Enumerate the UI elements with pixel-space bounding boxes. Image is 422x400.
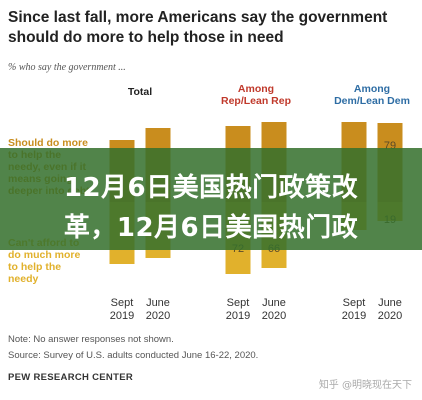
group-title: Rep/Lean Rep bbox=[221, 95, 291, 107]
chart-note: Note: No answer responses not shown. bbox=[8, 334, 174, 345]
overlay-line-2: 革，12月6日美国热门政 bbox=[63, 213, 359, 243]
x-tick-label: 2019 bbox=[342, 310, 366, 322]
chart-title: Since last fall, more Americans say the … bbox=[8, 9, 388, 46]
overlay-banner bbox=[0, 148, 422, 250]
group-title: Among bbox=[238, 83, 274, 95]
x-tick-label: 2020 bbox=[146, 310, 170, 322]
x-tick-label: 2020 bbox=[262, 310, 286, 322]
overlay-line-1: 12月6日美国热门政策改 bbox=[63, 173, 359, 203]
legend-cant-afford-label: do much more bbox=[8, 249, 81, 261]
legend-cant-afford-label: needy bbox=[8, 273, 39, 285]
publisher-credit: PEW RESEARCH CENTER bbox=[8, 372, 133, 383]
x-tick-label: June bbox=[378, 297, 402, 309]
group-title: Dem/Lean Dem bbox=[334, 95, 410, 107]
group-title: Among bbox=[354, 83, 390, 95]
watermark-text: 知乎 @明晓现在天下 bbox=[318, 380, 412, 391]
overlay-text: 12月6日美国热门政策改 革，12月6日美国热门政 bbox=[0, 168, 422, 248]
x-tick-label: June bbox=[146, 297, 170, 309]
legend-should-do-more-label: Should do more bbox=[8, 137, 88, 149]
group-title: Total bbox=[128, 86, 152, 98]
legend-cant-afford-label: to help the bbox=[8, 261, 61, 273]
x-tick-label: Sept bbox=[343, 297, 366, 309]
x-tick-label: Sept bbox=[111, 297, 134, 309]
x-tick-label: 2019 bbox=[226, 310, 250, 322]
chart-subtitle: % who say the government ... bbox=[8, 62, 126, 73]
x-tick-label: 2019 bbox=[110, 310, 134, 322]
chart-source: Source: Survey of U.S. adults conducted … bbox=[8, 350, 259, 361]
x-tick-label: Sept bbox=[227, 297, 250, 309]
x-tick-label: June bbox=[262, 297, 286, 309]
x-tick-label: 2020 bbox=[378, 310, 402, 322]
